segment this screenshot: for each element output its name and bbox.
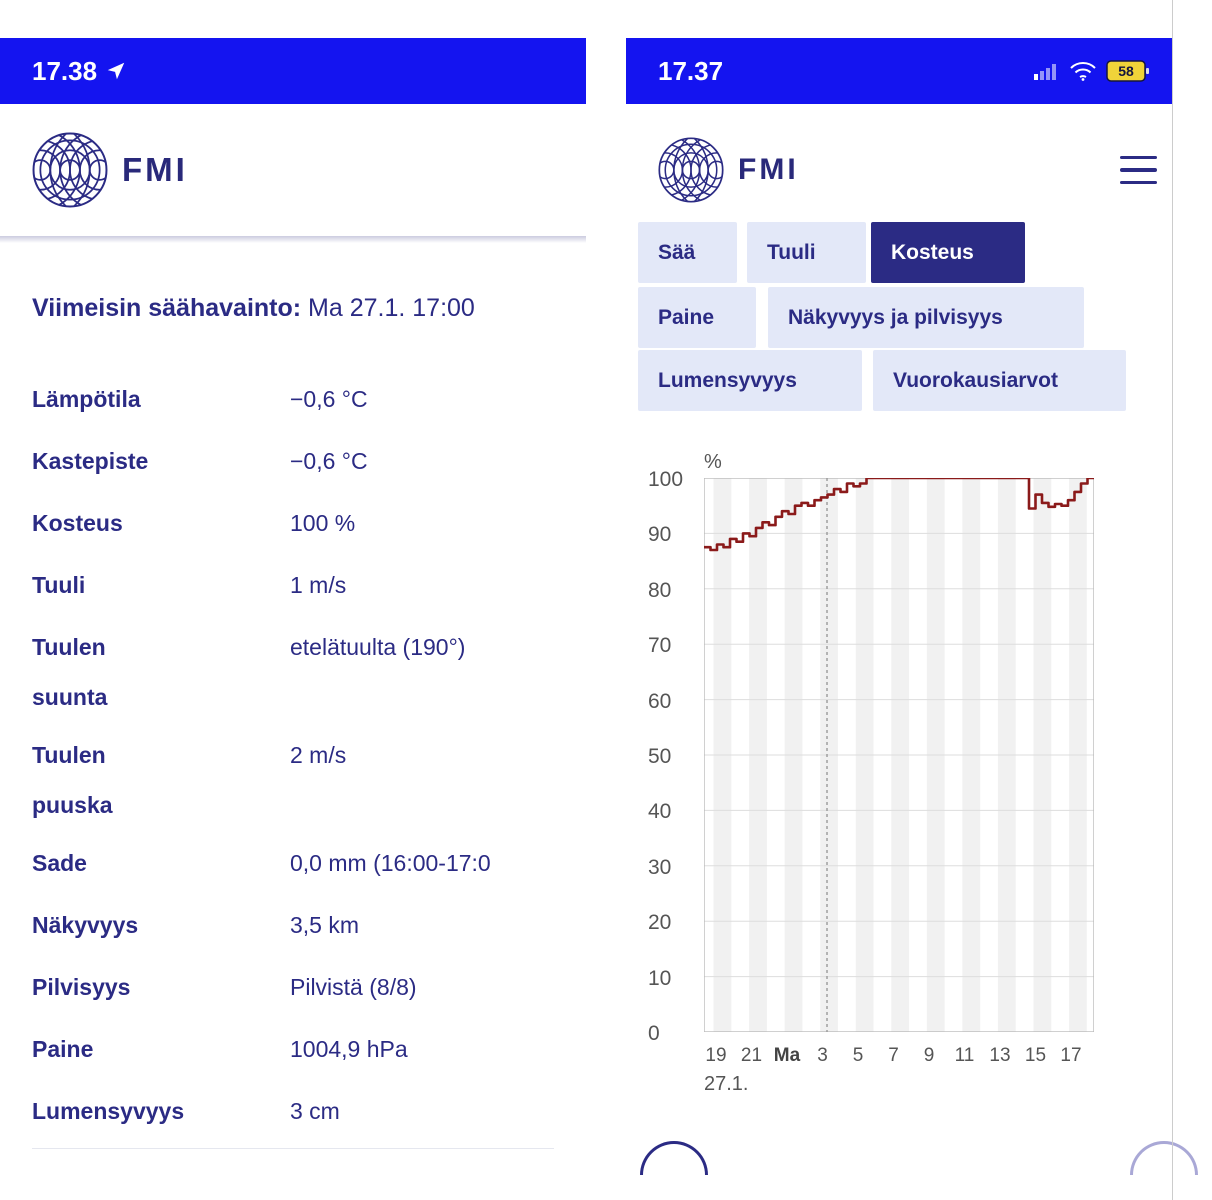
svg-text:58: 58 <box>1118 63 1134 79</box>
